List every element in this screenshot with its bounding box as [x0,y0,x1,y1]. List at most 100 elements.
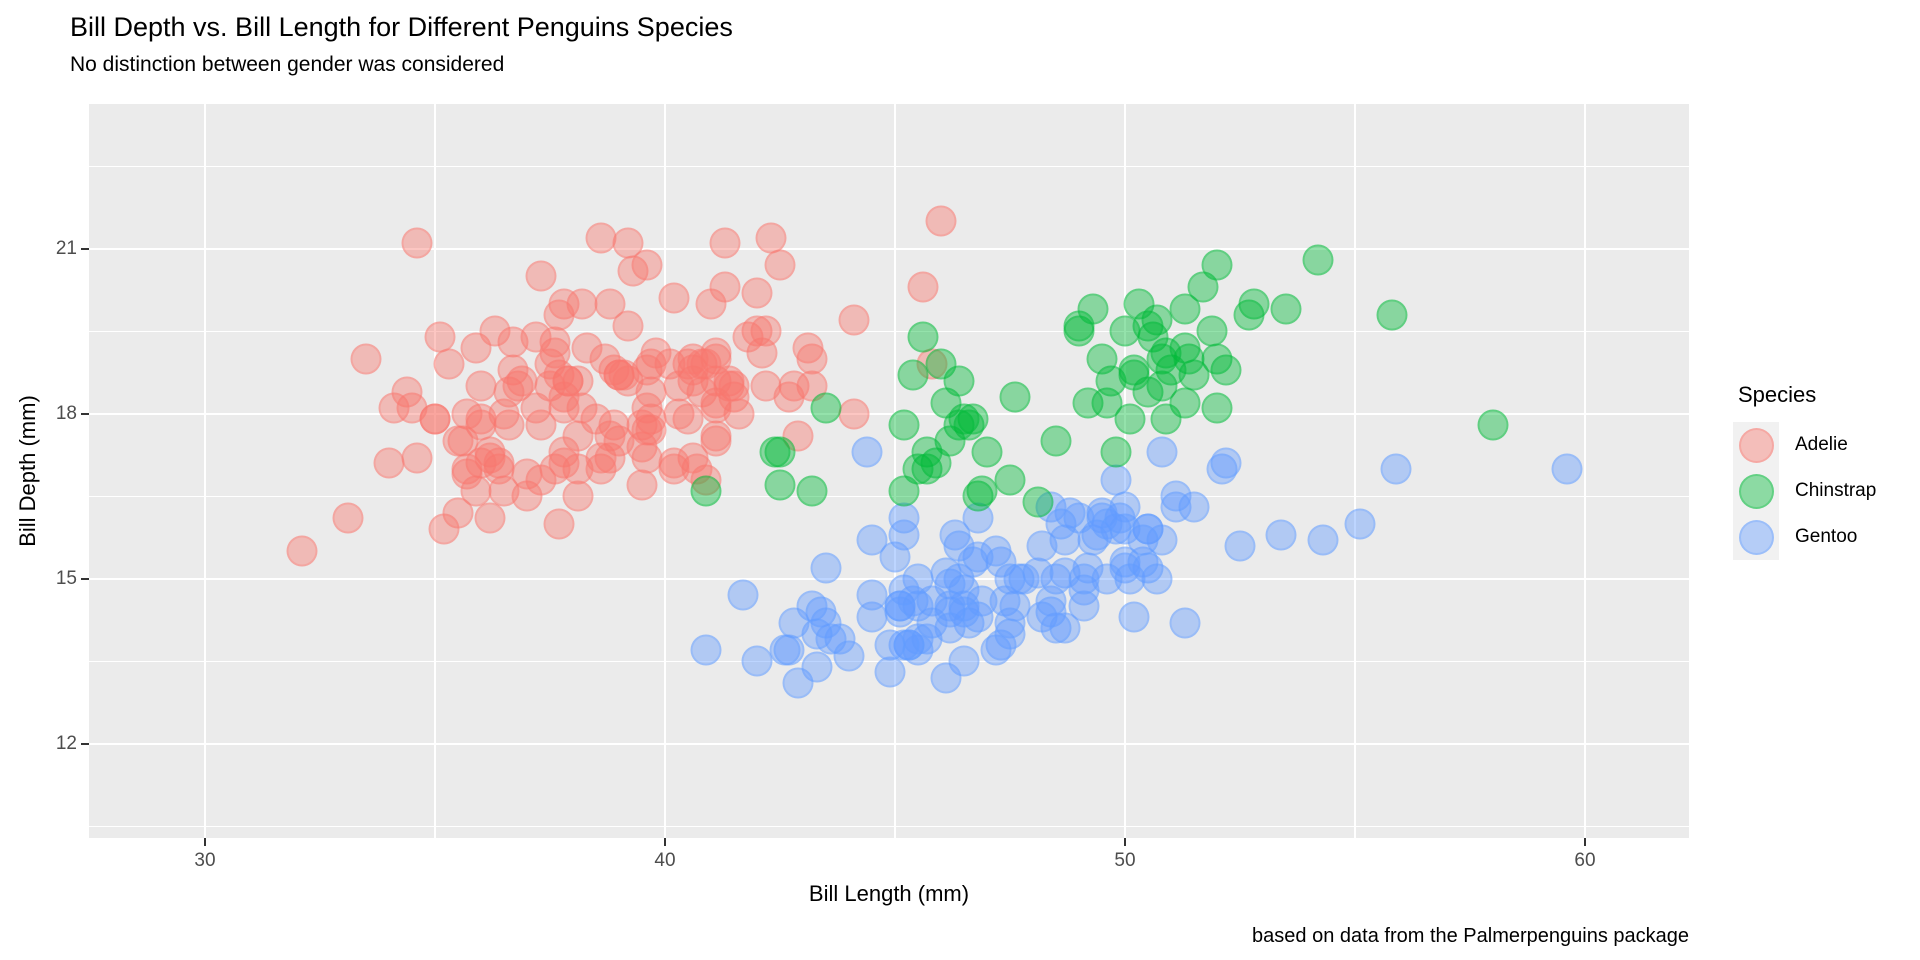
y-major-gridline [89,742,1689,746]
point-gentoo [1551,453,1583,485]
point-gentoo [1307,524,1339,556]
point-chinstrap [1091,387,1123,419]
point-chinstrap [764,436,796,468]
point-adelie [543,508,575,540]
point-gentoo [948,645,980,677]
point-adelie [543,299,575,331]
point-adelie [520,321,552,353]
point-chinstrap [1100,436,1132,468]
point-chinstrap [962,480,994,512]
y-tick-label: 18 [55,402,77,424]
point-gentoo [727,579,759,611]
point-gentoo [1178,491,1210,523]
y-tick-label: 21 [55,237,77,259]
x-tick-mark [204,838,206,846]
point-gentoo [1344,508,1376,540]
point-adelie [373,447,405,479]
point-adelie [562,480,594,512]
point-gentoo [962,601,994,633]
point-chinstrap [1150,403,1182,435]
point-chinstrap [1169,293,1201,325]
x-minor-gridline [434,104,436,838]
point-adelie [700,425,732,457]
point-gentoo [874,656,906,688]
point-adelie [741,277,773,309]
x-axis-title: Bill Length (mm) [808,881,970,906]
point-adelie [925,205,957,237]
point-adelie [672,403,704,435]
legend-label-chinstrap: Chinstrap [1795,480,1877,501]
point-gentoo [1022,557,1054,589]
point-adelie [594,288,626,320]
point-adelie [631,249,663,281]
point-adelie [626,469,658,501]
point-gentoo [888,574,920,606]
legend: Adelie Chinstrap Gentoo [1733,422,1876,560]
y-tick-label: 12 [55,733,77,754]
point-adelie [585,222,617,254]
point-adelie [838,398,870,430]
x-tick-mark [664,838,666,846]
point-adelie [562,420,594,452]
point-chinstrap [888,409,920,441]
point-gentoo [1100,464,1132,496]
x-tick-label: 60 [1574,850,1596,871]
point-gentoo [810,552,842,584]
point-adelie [401,227,433,259]
point-adelie [709,227,741,259]
point-gentoo [1265,519,1297,551]
point-gentoo [801,618,833,650]
point-adelie [419,403,451,435]
point-chinstrap [1146,343,1178,375]
point-chinstrap [1118,359,1150,391]
point-adelie [566,288,598,320]
point-chinstrap [911,453,943,485]
point-chinstrap [1376,299,1408,331]
point-adelie [433,348,465,380]
point-chinstrap [810,392,842,424]
point-gentoo [1210,447,1242,479]
point-adelie [792,332,824,364]
y-tick-mark [81,577,89,580]
chart-subtitle: No distinction between gender was consid… [70,53,505,76]
point-adelie [663,370,695,402]
point-gentoo [994,563,1026,595]
y-major-gridline [89,577,1689,581]
point-adelie [585,453,617,485]
point-chinstrap [1201,392,1233,424]
point-gentoo [773,634,805,666]
adelie-swatch-icon [1738,427,1774,463]
point-adelie [428,513,460,545]
point-gentoo [1146,436,1178,468]
x-major-gridline [203,104,207,838]
plot-panel [89,104,1689,838]
chinstrap-swatch-icon [1738,473,1774,509]
point-gentoo [856,579,888,611]
y-minor-gridline [89,165,1689,168]
point-gentoo [1104,502,1136,534]
legend-key-adelie: Adelie [1733,422,1848,468]
point-chinstrap [796,475,828,507]
point-adelie [539,337,571,369]
gentoo-swatch-icon [1738,519,1774,555]
point-gentoo [943,563,975,595]
point-chinstrap [1270,293,1302,325]
point-chinstrap [1146,370,1178,402]
point-chinstrap [1201,249,1233,281]
point-adelie [474,502,506,534]
point-adelie [571,332,603,364]
point-chinstrap [1477,409,1509,441]
y-major-gridline [89,412,1689,416]
point-gentoo [1380,453,1412,485]
y-tick-label: 15 [55,567,77,589]
y-major-gridline [89,247,1689,251]
point-adelie [677,343,709,375]
point-gentoo [1169,607,1201,639]
point-gentoo [934,612,966,644]
point-chinstrap [888,475,920,507]
point-adelie [424,321,456,353]
legend-key-chinstrap: Chinstrap [1733,468,1876,514]
y-tick-mark [81,412,89,415]
x-major-gridline [1583,104,1587,838]
point-adelie [718,370,750,402]
